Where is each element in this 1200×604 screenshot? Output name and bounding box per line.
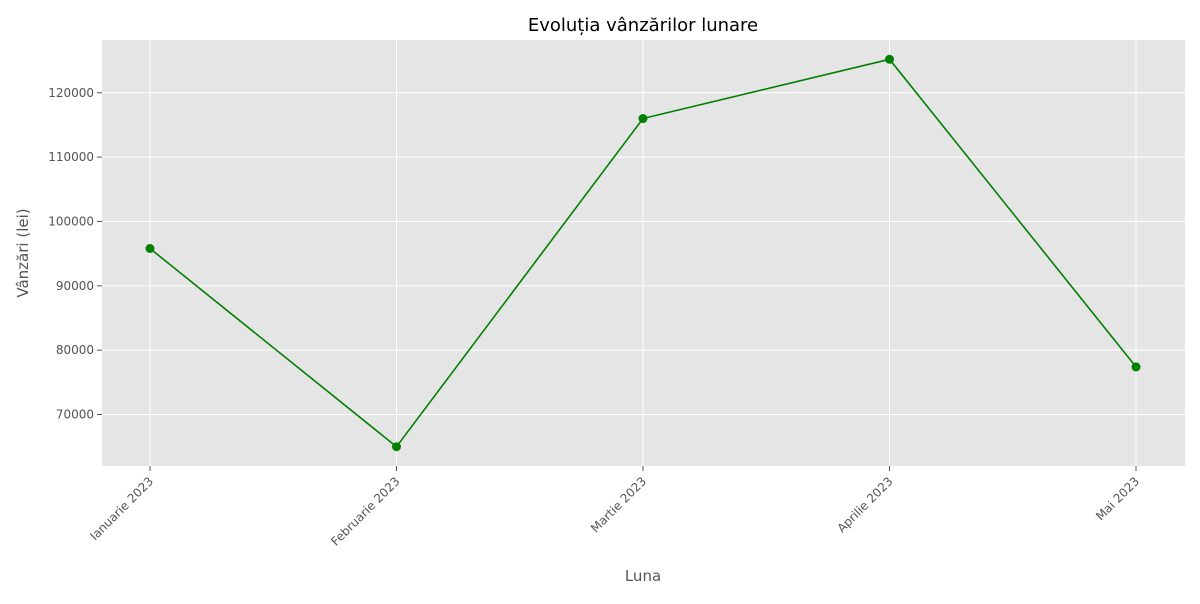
data-point-marker bbox=[392, 442, 401, 452]
x-tick-label: Aprilie 2023 bbox=[834, 474, 895, 535]
y-tick-label: 110000 bbox=[48, 150, 94, 164]
y-axis-label: Vânzări (lei) bbox=[14, 208, 32, 297]
y-axis-ticks: 70000 80000 90000 100000 110000 120000 bbox=[48, 86, 102, 422]
grid bbox=[102, 40, 1185, 466]
y-tick-label: 70000 bbox=[56, 408, 94, 422]
data-point-marker bbox=[638, 114, 648, 124]
x-tick-label: Ianuarie 2023 bbox=[87, 474, 156, 543]
chart-title: Evoluția vânzărilor lunare bbox=[528, 15, 758, 36]
data-point-marker bbox=[145, 243, 155, 253]
series-group bbox=[145, 54, 1141, 452]
x-axis-ticks: Ianuarie 2023 Februarie 2023 Martie 2023 Ap… bbox=[87, 466, 1142, 549]
x-tick-label: Martie 2023 bbox=[588, 474, 649, 535]
y-tick-label: 100000 bbox=[48, 214, 94, 228]
y-tick-label: 80000 bbox=[56, 343, 94, 357]
x-tick-label: Mai 2023 bbox=[1093, 474, 1142, 523]
y-tick-label: 120000 bbox=[48, 86, 94, 100]
x-tick-label: Februarie 2023 bbox=[328, 474, 402, 548]
x-axis-label: Luna bbox=[625, 567, 661, 585]
data-point-marker bbox=[1131, 362, 1141, 372]
data-point-marker bbox=[885, 54, 894, 64]
y-tick-label: 90000 bbox=[56, 279, 94, 293]
